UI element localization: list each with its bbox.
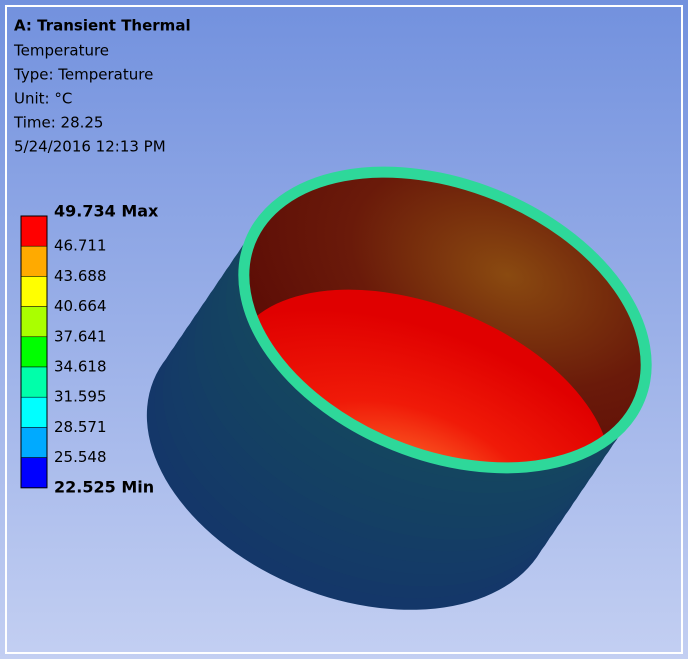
legend-swatch [21,427,47,457]
header-line: 5/24/2016 12:13 PM [14,138,166,156]
header-line: Time: 28.25 [13,114,103,132]
legend-swatch [21,397,47,427]
legend-label: 37.641 [54,327,107,345]
header-line: Unit: °C [14,90,72,108]
legend-swatch [21,276,47,306]
legend-label: 46.711 [54,237,107,255]
legend-label: 22.525 Min [54,477,154,496]
legend-swatch [21,216,47,246]
legend-label: 34.618 [54,358,107,376]
header-line: Type: Temperature [13,66,153,84]
legend-label: 31.595 [54,388,107,406]
legend-label: 28.571 [54,418,107,436]
header-line: Temperature [13,42,109,60]
legend-swatch [21,307,47,337]
legend-swatch [21,458,47,488]
legend-label: 49.734 Max [54,202,159,221]
viewport: A: Transient Thermal Temperature Type: Te… [0,0,688,659]
legend-swatch [21,337,47,367]
legend-swatch [21,367,47,397]
legend-swatch [21,246,47,276]
legend-label: 25.548 [54,448,107,466]
legend-label: 40.664 [54,297,107,315]
scene: A: Transient Thermal Temperature Type: Te… [0,0,688,659]
legend-label: 43.688 [54,267,107,285]
title: A: Transient Thermal [14,17,191,35]
